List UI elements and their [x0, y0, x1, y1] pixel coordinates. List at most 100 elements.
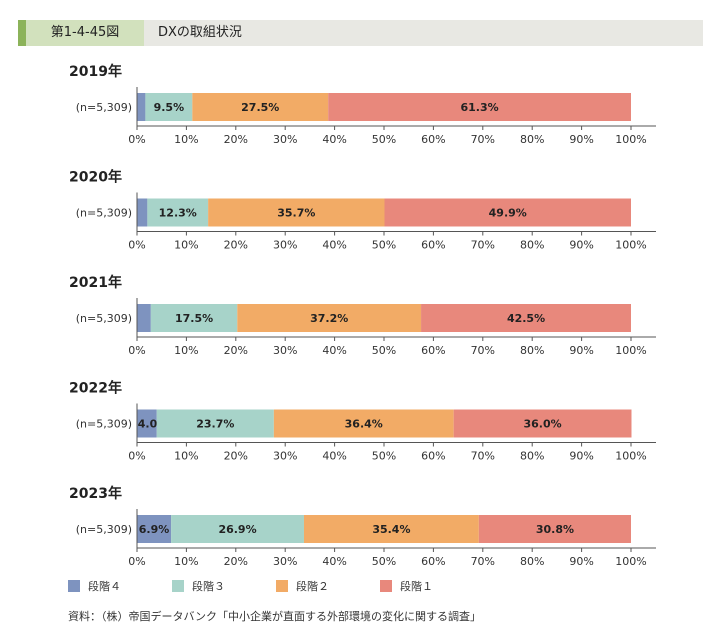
- panel-2-tick-label-2: 20%: [224, 344, 248, 357]
- panel-4-tick-label-9: 90%: [569, 555, 593, 568]
- panel-2-tick-label-1: 10%: [174, 344, 198, 357]
- panel-0-bar-segment-stage3: [145, 93, 193, 121]
- legend-item-stage2: 段階２: [276, 579, 329, 595]
- panel-1-data-label-stage2: 35.7%: [277, 207, 315, 220]
- panel-0-tick-label-7: 70%: [471, 133, 495, 146]
- panel-4-bar-segment-stage1: [478, 515, 631, 543]
- panel-2-tick-label-3: 30%: [273, 344, 297, 357]
- panel-0-tick-label-4: 40%: [322, 133, 346, 146]
- panel-1-bar-segment-stage2: [208, 198, 385, 227]
- panel-0-tick-label-10: 100%: [615, 133, 646, 146]
- panel-4-bar-segment-stage4: [137, 515, 172, 543]
- panel-4-tick-label-8: 80%: [520, 555, 544, 568]
- panel-3-tick-label-9: 90%: [569, 450, 593, 463]
- panel-4-n-label: (n=5,309): [76, 523, 132, 536]
- panel-3-data-label-stage3: 23.7%: [196, 418, 234, 431]
- panel-1-bar-segment-stage4: [137, 198, 148, 227]
- panel-1-bar-segment-stage3: [147, 198, 209, 227]
- panel-4-tick-label-6: 60%: [421, 555, 445, 568]
- panel-3-tick-label-10: 100%: [615, 450, 646, 463]
- panel-0-bar-segment-stage1: [328, 93, 631, 121]
- panel-0-data-label-stage2: 27.5%: [241, 101, 279, 114]
- panel-2-data-label-stage2: 37.2%: [310, 312, 348, 325]
- panel-4-tick-label-2: 20%: [224, 555, 248, 568]
- panel-1-tick-label-1: 10%: [174, 239, 198, 252]
- panel-3-bar-segment-stage2: [273, 409, 454, 438]
- panel-3-tick-label-5: 50%: [372, 450, 396, 463]
- legend-swatch-stage4: [68, 580, 80, 592]
- panel-0-tick-label-3: 30%: [273, 133, 297, 146]
- panel-0-tick-label-0: 0%: [128, 133, 145, 146]
- panel-1-tick-label-6: 60%: [421, 239, 445, 252]
- panel-0-tick-label-8: 80%: [520, 133, 544, 146]
- panel-1-tick-label-8: 80%: [520, 239, 544, 252]
- panel-3-tick-label-0: 0%: [128, 450, 145, 463]
- legend-item-stage4: 段階４: [68, 579, 121, 595]
- panel-3-tick-label-4: 40%: [322, 450, 346, 463]
- panel-4-data-label-stage4: 6.9%: [139, 523, 170, 536]
- panel-4-tick-label-0: 0%: [128, 555, 145, 568]
- panel-0-data-label-stage1: 61.3%: [461, 101, 499, 114]
- panel-1-data-label-stage1: 49.9%: [489, 207, 527, 220]
- legend-swatch-stage2: [276, 580, 288, 592]
- figure-title: DXの取組状況: [158, 25, 242, 40]
- panel-3-tick-label-3: 30%: [273, 450, 297, 463]
- panel-4-tick-label-7: 70%: [471, 555, 495, 568]
- panel-3-bar-segment-stage3: [156, 409, 274, 438]
- figure-number: 第1-4-45図: [26, 20, 144, 46]
- legend-label-stage4: 段階４: [88, 580, 121, 593]
- panel-1-tick-label-3: 30%: [273, 239, 297, 252]
- panel-4-data-label-stage3: 26.9%: [218, 523, 256, 536]
- panel-2-data-label-stage1: 42.5%: [507, 312, 545, 325]
- panel-2-bar-segment-stage2: [237, 304, 422, 332]
- panel-4-year-label: 2023年: [69, 485, 122, 502]
- header-accent-bar: [18, 20, 26, 46]
- panel-1-tick-label-0: 0%: [128, 239, 145, 252]
- panel-4-bar-segment-stage3: [171, 515, 304, 543]
- panel-3-tick-label-7: 70%: [471, 450, 495, 463]
- panel-2-tick-label-0: 0%: [128, 344, 145, 357]
- panel-0-tick-label-5: 50%: [372, 133, 396, 146]
- panel-1-bar-segment-stage1: [384, 198, 631, 227]
- panel-2-year-label: 2021年: [69, 274, 122, 291]
- panel-4-tick-label-3: 30%: [273, 555, 297, 568]
- legend-label-stage1: 段階１: [400, 580, 433, 593]
- panel-0-bar-segment-stage2: [192, 93, 329, 121]
- panel-2-tick-label-7: 70%: [471, 344, 495, 357]
- panel-1-year-label: 2020年: [69, 169, 122, 186]
- legend-item-stage1: 段階１: [380, 579, 433, 595]
- panel-4-data-label-stage1: 30.8%: [536, 523, 574, 536]
- panel-4-tick-label-1: 10%: [174, 555, 198, 568]
- legend-label-stage2: 段階２: [296, 580, 329, 593]
- panel-3-bar-segment-stage1: [453, 409, 632, 438]
- panel-3-bar-segment-stage4: [137, 409, 157, 438]
- source-note: 資料：（株）帝国データバンク「中小企業が直面する外部環境の変化に関する調査」: [68, 610, 482, 623]
- panel-1-tick-label-5: 50%: [372, 239, 396, 252]
- panel-4-tick-label-10: 100%: [615, 555, 646, 568]
- panel-4-bar-segment-stage2: [303, 515, 479, 543]
- panel-2-tick-label-8: 80%: [520, 344, 544, 357]
- panel-2-bar-segment-stage3: [150, 304, 238, 332]
- panel-1-tick-label-7: 70%: [471, 239, 495, 252]
- panel-3-data-label-stage2: 36.4%: [345, 418, 383, 431]
- panel-1-tick-label-10: 100%: [615, 239, 646, 252]
- panel-0-tick-label-6: 60%: [421, 133, 445, 146]
- panel-2-tick-label-9: 90%: [569, 344, 593, 357]
- panel-0-tick-label-2: 20%: [224, 133, 248, 146]
- panel-3-tick-label-6: 60%: [421, 450, 445, 463]
- panel-3-tick-label-8: 80%: [520, 450, 544, 463]
- panel-1-tick-label-4: 40%: [322, 239, 346, 252]
- panel-1-n-label: (n=5,309): [76, 207, 132, 220]
- panel-1-tick-label-9: 90%: [569, 239, 593, 252]
- legend-label-stage3: 段階３: [192, 580, 225, 593]
- panel-2-data-label-stage3: 17.5%: [175, 312, 213, 325]
- panel-2-n-label: (n=5,309): [76, 312, 132, 325]
- panel-3-tick-label-1: 10%: [174, 450, 198, 463]
- panel-3-tick-label-2: 20%: [224, 450, 248, 463]
- panel-0-year-label: 2019年: [69, 63, 122, 80]
- panel-3-data-label-stage1: 36.0%: [523, 418, 561, 431]
- panel-2-tick-label-4: 40%: [322, 344, 346, 357]
- panel-4-tick-label-5: 50%: [372, 555, 396, 568]
- panel-2-tick-label-6: 60%: [421, 344, 445, 357]
- legend-swatch-stage1: [380, 580, 392, 592]
